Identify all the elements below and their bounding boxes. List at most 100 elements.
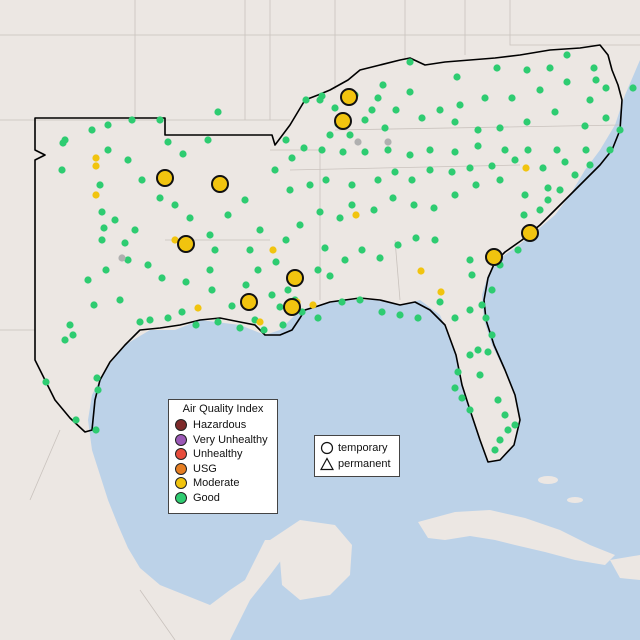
monitor-good-marker[interactable] <box>556 186 564 194</box>
temporary-monitor-moderate-marker[interactable] <box>156 169 174 187</box>
temporary-monitor-moderate-marker[interactable] <box>521 224 539 242</box>
monitor-good-marker[interactable] <box>410 201 418 209</box>
monitor-no-data-marker[interactable] <box>384 138 392 146</box>
monitor-good-marker[interactable] <box>391 168 399 176</box>
monitor-good-marker[interactable] <box>204 136 212 144</box>
monitor-good-marker[interactable] <box>179 150 187 158</box>
monitor-good-marker[interactable] <box>98 208 106 216</box>
monitor-good-marker[interactable] <box>406 88 414 96</box>
monitor-good-marker[interactable] <box>504 426 512 434</box>
monitor-good-marker[interactable] <box>412 234 420 242</box>
monitor-good-marker[interactable] <box>348 201 356 209</box>
monitor-good-marker[interactable] <box>124 156 132 164</box>
monitor-good-marker[interactable] <box>474 142 482 150</box>
monitor-good-marker[interactable] <box>496 436 504 444</box>
monitor-good-marker[interactable] <box>466 351 474 359</box>
monitor-no-data-marker[interactable] <box>118 254 126 262</box>
monitor-good-marker[interactable] <box>260 326 268 334</box>
monitor-good-marker[interactable] <box>268 291 276 299</box>
monitor-good-marker[interactable] <box>288 154 296 162</box>
monitor-good-marker[interactable] <box>496 124 504 132</box>
monitor-good-marker[interactable] <box>501 411 509 419</box>
temporary-monitor-moderate-marker[interactable] <box>177 235 195 253</box>
monitor-good-marker[interactable] <box>314 266 322 274</box>
monitor-moderate-marker[interactable] <box>269 246 277 254</box>
monitor-good-marker[interactable] <box>379 81 387 89</box>
monitor-good-marker[interactable] <box>346 131 354 139</box>
monitor-good-marker[interactable] <box>426 146 434 154</box>
monitor-good-marker[interactable] <box>96 181 104 189</box>
temporary-monitor-moderate-marker[interactable] <box>340 88 358 106</box>
monitor-good-marker[interactable] <box>306 181 314 189</box>
temporary-monitor-moderate-marker[interactable] <box>283 298 301 316</box>
monitor-good-marker[interactable] <box>571 171 579 179</box>
monitor-good-marker[interactable] <box>561 158 569 166</box>
monitor-good-marker[interactable] <box>136 318 144 326</box>
monitor-good-marker[interactable] <box>384 146 392 154</box>
monitor-good-marker[interactable] <box>102 266 110 274</box>
monitor-good-marker[interactable] <box>58 166 66 174</box>
monitor-good-marker[interactable] <box>164 138 172 146</box>
monitor-good-marker[interactable] <box>90 301 98 309</box>
monitor-good-marker[interactable] <box>586 161 594 169</box>
monitor-good-marker[interactable] <box>394 241 402 249</box>
monitor-good-marker[interactable] <box>341 256 349 264</box>
monitor-good-marker[interactable] <box>92 426 100 434</box>
monitor-good-marker[interactable] <box>376 254 384 262</box>
monitor-good-marker[interactable] <box>514 246 522 254</box>
monitor-good-marker[interactable] <box>66 321 74 329</box>
monitor-good-marker[interactable] <box>389 194 397 202</box>
monitor-good-marker[interactable] <box>582 146 590 154</box>
monitor-good-marker[interactable] <box>339 148 347 156</box>
monitor-good-marker[interactable] <box>474 346 482 354</box>
monitor-good-marker[interactable] <box>536 206 544 214</box>
monitor-good-marker[interactable] <box>331 104 339 112</box>
monitor-good-marker[interactable] <box>474 126 482 134</box>
monitor-good-marker[interactable] <box>451 191 459 199</box>
monitor-good-marker[interactable] <box>406 58 414 66</box>
monitor-good-marker[interactable] <box>302 96 310 104</box>
monitor-good-marker[interactable] <box>511 421 519 429</box>
monitor-good-marker[interactable] <box>431 236 439 244</box>
temporary-monitor-moderate-marker[interactable] <box>211 175 229 193</box>
monitor-moderate-marker[interactable] <box>309 301 317 309</box>
monitor-good-marker[interactable] <box>606 146 614 154</box>
monitor-good-marker[interactable] <box>282 236 290 244</box>
monitor-good-marker[interactable] <box>456 101 464 109</box>
monitor-good-marker[interactable] <box>316 208 324 216</box>
monitor-good-marker[interactable] <box>358 246 366 254</box>
monitor-good-marker[interactable] <box>616 126 624 134</box>
monitor-good-marker[interactable] <box>430 204 438 212</box>
monitor-moderate-marker[interactable] <box>437 288 445 296</box>
monitor-good-marker[interactable] <box>164 314 172 322</box>
monitor-good-marker[interactable] <box>374 176 382 184</box>
monitor-good-marker[interactable] <box>72 416 80 424</box>
monitor-moderate-marker[interactable] <box>352 211 360 219</box>
monitor-good-marker[interactable] <box>361 116 369 124</box>
monitor-good-marker[interactable] <box>488 331 496 339</box>
monitor-good-marker[interactable] <box>104 121 112 129</box>
monitor-good-marker[interactable] <box>178 308 186 316</box>
monitor-good-marker[interactable] <box>326 131 334 139</box>
monitor-good-marker[interactable] <box>242 281 250 289</box>
monitor-good-marker[interactable] <box>271 166 279 174</box>
monitor-good-marker[interactable] <box>321 244 329 252</box>
monitor-good-marker[interactable] <box>524 146 532 154</box>
monitor-moderate-marker[interactable] <box>92 162 100 170</box>
monitor-good-marker[interactable] <box>448 168 456 176</box>
monitor-good-marker[interactable] <box>476 371 484 379</box>
monitor-moderate-marker[interactable] <box>194 304 202 312</box>
monitor-good-marker[interactable] <box>128 116 136 124</box>
temporary-monitor-moderate-marker[interactable] <box>334 112 352 130</box>
monitor-good-marker[interactable] <box>214 108 222 116</box>
monitor-good-marker[interactable] <box>508 94 516 102</box>
monitor-good-marker[interactable] <box>451 118 459 126</box>
monitor-good-marker[interactable] <box>563 51 571 59</box>
monitor-good-marker[interactable] <box>272 258 280 266</box>
monitor-good-marker[interactable] <box>493 64 501 72</box>
monitor-good-marker[interactable] <box>491 446 499 454</box>
monitor-good-marker[interactable] <box>84 276 92 284</box>
monitor-good-marker[interactable] <box>348 181 356 189</box>
monitor-good-marker[interactable] <box>478 301 486 309</box>
monitor-good-marker[interactable] <box>586 96 594 104</box>
